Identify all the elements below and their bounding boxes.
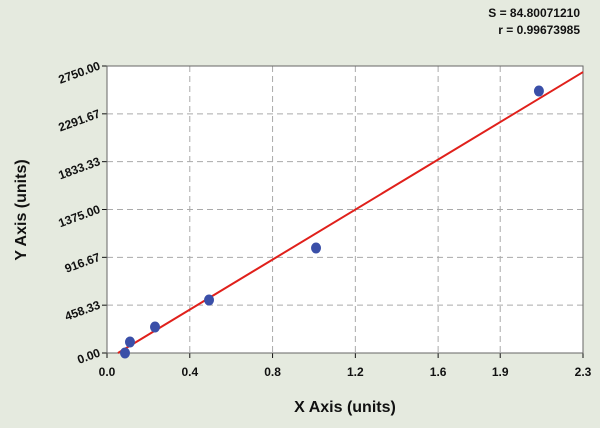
x-axis-label: X Axis (units) [294,399,396,416]
y-tick-label: 458.33 [63,298,103,324]
point [311,242,322,254]
y-tick-label: 0.00 [75,346,102,367]
point [124,336,135,348]
plot-border [106,65,584,354]
x-tick-label: 0.8 [264,365,281,379]
annotation: r = 0.99673985 [498,23,580,37]
y-tick-label: 916.67 [63,250,103,276]
x-tick-label: 0.0 [99,365,116,379]
point [120,347,131,359]
annotation: S = 84.80071210 [488,6,580,20]
point [150,321,161,333]
point [533,85,544,97]
y-axis-label: Y Axis (units) [13,159,30,260]
y-tick-label: 1375.00 [57,202,103,230]
x-tick-label: 0.4 [181,365,198,379]
y-tick-label: 2291.67 [57,106,103,134]
plot-area [107,66,583,353]
point [204,294,215,306]
x-tick-label: 2.3 [575,365,592,379]
y-tick-label: 2750.00 [57,59,103,87]
x-tick-label: 1.9 [492,365,509,379]
fit-line [117,71,584,354]
y-tick-label: 1833.33 [57,154,103,182]
x-tick-label: 1.2 [347,365,364,379]
x-tick-label: 1.6 [430,365,447,379]
